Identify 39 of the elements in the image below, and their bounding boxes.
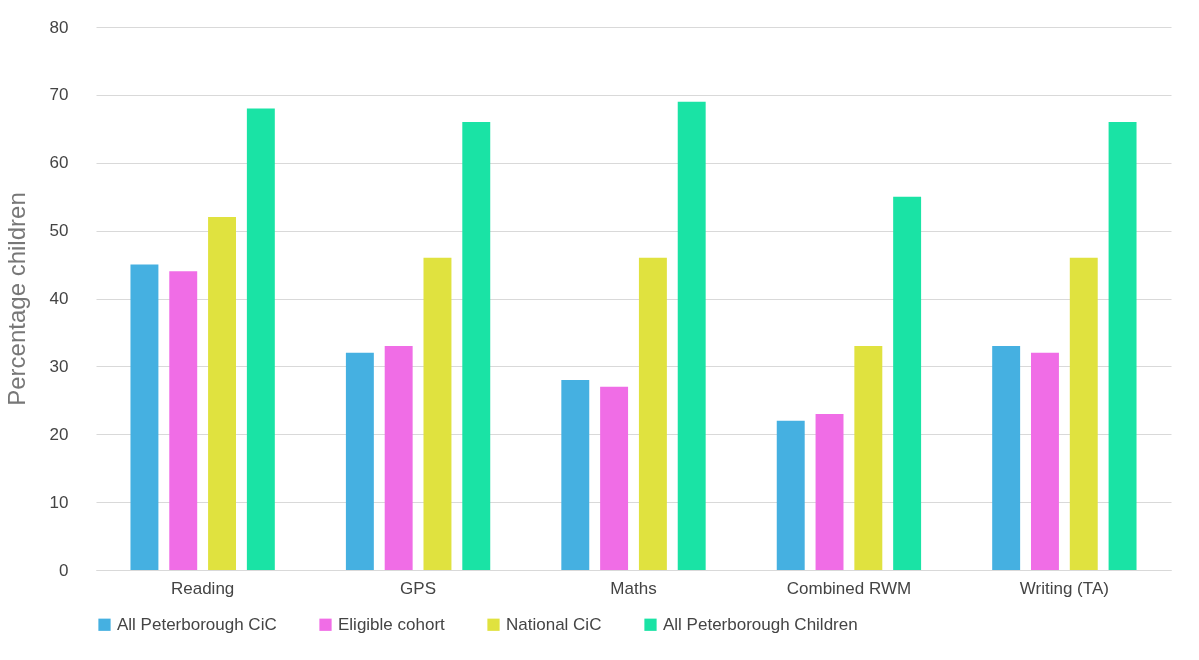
bar — [600, 386, 629, 570]
y-tick-label: 50 — [49, 221, 69, 241]
bar — [384, 346, 413, 570]
y-axis-title: Percentage children — [2, 192, 30, 406]
bar — [423, 257, 452, 570]
bar — [677, 101, 706, 570]
x-tick-label: Maths — [610, 578, 657, 598]
y-tick-label: 40 — [49, 289, 69, 308]
bar — [776, 420, 805, 570]
y-tick-label: 0 — [59, 560, 69, 580]
x-tick-label: Writing (TA) — [1019, 578, 1109, 598]
bar — [992, 346, 1021, 570]
y-tick-label: 70 — [49, 85, 69, 105]
legend-label: All Peterborough Children — [663, 614, 858, 634]
y-tick-label: 10 — [49, 492, 69, 512]
y-tick-label: 80 — [49, 17, 69, 37]
x-tick-label: GPS — [400, 578, 437, 598]
bar — [208, 217, 237, 570]
bar — [893, 196, 922, 570]
legend-label: Eligible cohort — [338, 614, 446, 634]
legend-label: All Peterborough CiC — [117, 614, 277, 634]
bar — [638, 257, 667, 570]
bar — [462, 122, 491, 570]
bar — [246, 108, 275, 570]
bar — [1069, 257, 1098, 570]
bar — [854, 346, 883, 570]
bar — [561, 379, 590, 570]
bar — [130, 264, 159, 570]
x-tick-label: Reading — [170, 578, 235, 598]
y-tick-label: 60 — [49, 153, 69, 173]
bar — [345, 352, 374, 570]
legend-label: National CiC — [506, 614, 602, 634]
x-tick-label: Combined RWM — [786, 578, 912, 598]
bar — [1108, 122, 1137, 570]
bar — [815, 413, 844, 570]
y-tick-label: 30 — [49, 356, 69, 376]
y-tick-label: 20 — [49, 424, 69, 444]
bar — [1030, 352, 1059, 570]
bar — [169, 271, 198, 570]
